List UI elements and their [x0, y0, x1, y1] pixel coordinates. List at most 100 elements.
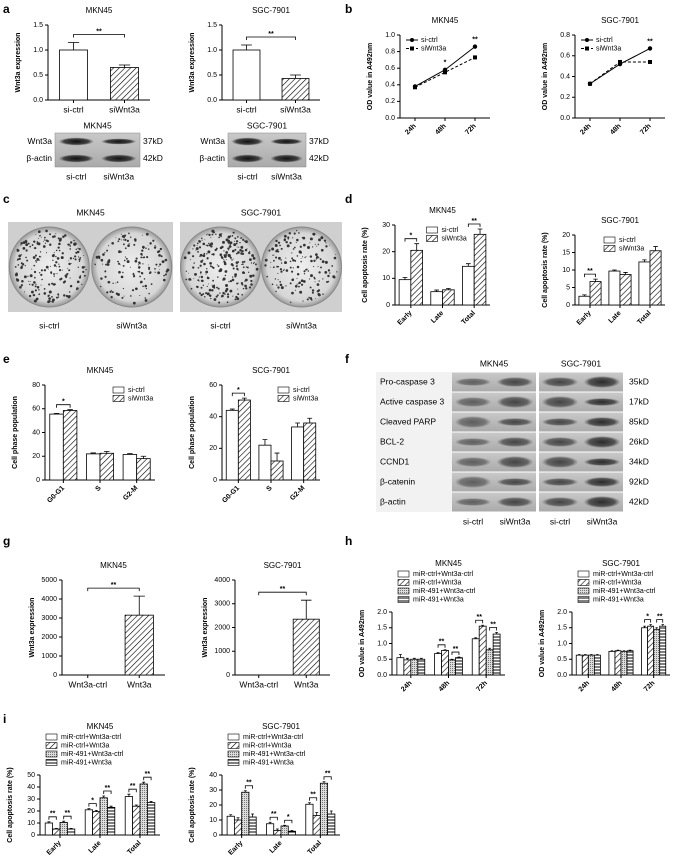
y-tick-label: 0.4: [560, 73, 570, 80]
colony: [133, 274, 135, 277]
colony: [36, 258, 40, 261]
colony: [143, 247, 145, 249]
blot-size: 37kD: [143, 136, 163, 146]
colony: [336, 271, 338, 273]
point: [473, 55, 477, 60]
y-tick-label: 20: [562, 232, 570, 239]
colony: [227, 253, 231, 257]
significance-bracket: [489, 627, 498, 631]
legend-label: siWnt3a: [421, 45, 446, 52]
colony: [242, 263, 244, 265]
point: [443, 70, 447, 75]
colony: [223, 250, 225, 252]
colony: [112, 282, 114, 284]
colony: [292, 248, 295, 250]
colony: [223, 254, 226, 257]
colony: [208, 288, 212, 292]
y-tick-label: 3000: [214, 601, 230, 608]
bar: [287, 830, 296, 836]
colony: [212, 285, 215, 288]
colony: [311, 291, 314, 294]
significance-bracket: [231, 392, 245, 397]
y-tick-label: 20: [32, 453, 40, 460]
legend-label: miR-491+Wnt3a: [61, 759, 112, 766]
colony: [57, 293, 60, 296]
colony: [327, 280, 330, 283]
significance-label: **: [476, 614, 482, 621]
blot-size: 35kD: [629, 376, 649, 386]
bar: [626, 650, 634, 676]
legend-label: si-ctrl: [421, 37, 438, 44]
colony: [39, 251, 42, 253]
colony: [241, 261, 244, 264]
colony: [252, 256, 256, 260]
y-tick-label: 60: [209, 382, 217, 389]
colony: [255, 267, 259, 271]
y-tick-label: 0.8: [385, 48, 395, 55]
error-bar: [283, 824, 287, 826]
colony: [35, 234, 37, 236]
colony: [294, 284, 298, 288]
y-tick-label: 20: [209, 445, 217, 452]
error-bar: [450, 658, 454, 660]
colony: [49, 243, 52, 246]
colony: [223, 262, 227, 266]
significance-bracket: [73, 34, 125, 38]
blot-band: [100, 138, 137, 145]
chart-title: SCG-7901: [252, 366, 290, 375]
colony: [122, 264, 125, 267]
blot-band: [270, 154, 303, 163]
colony: [226, 293, 230, 296]
colony: [44, 239, 46, 241]
error-bar: [481, 624, 485, 627]
significance-label: *: [62, 399, 65, 406]
y-tick-label: 2.0: [377, 609, 387, 616]
error-bar: [229, 814, 233, 817]
bar: [608, 650, 616, 676]
bar: [410, 249, 423, 306]
colony: [51, 300, 53, 303]
colony: [138, 264, 140, 266]
colony: [282, 269, 285, 272]
colony: [162, 278, 166, 282]
bar: [270, 460, 284, 481]
significance-bracket: [48, 816, 57, 820]
colony: [118, 238, 121, 241]
x-tick-label: 72h: [639, 123, 652, 136]
point: [648, 59, 652, 64]
significance-label: **: [472, 36, 478, 43]
legend-label: siWnt3a: [293, 395, 318, 402]
colony: [144, 284, 147, 288]
y-tick-label: 0: [213, 477, 217, 484]
colony: [280, 262, 283, 264]
colony: [128, 232, 130, 235]
colony: [210, 297, 212, 300]
colony: [312, 233, 314, 235]
colony: [60, 257, 63, 259]
colony: [217, 265, 220, 268]
blot-band: [496, 396, 534, 408]
significance-bracket: [244, 785, 253, 789]
colony: [294, 289, 296, 291]
colony: [283, 234, 287, 238]
colony: [122, 243, 125, 246]
colony: [16, 248, 19, 251]
colony: [106, 262, 108, 264]
colony: [203, 262, 206, 266]
bar: [303, 422, 317, 481]
blot-band: [231, 154, 264, 163]
colony: [325, 242, 327, 244]
error-bar: [474, 637, 478, 639]
colony: [150, 283, 153, 285]
colony: [27, 275, 29, 277]
colony: [279, 268, 283, 271]
blot-title: MKN45: [83, 120, 112, 130]
error-bar: [295, 422, 301, 427]
blot-band: [454, 416, 492, 428]
error-bar: [419, 657, 423, 660]
bar: [124, 614, 154, 676]
colony: [244, 280, 246, 282]
colony: [225, 238, 229, 242]
colony: [222, 240, 225, 244]
colony: [199, 280, 201, 282]
